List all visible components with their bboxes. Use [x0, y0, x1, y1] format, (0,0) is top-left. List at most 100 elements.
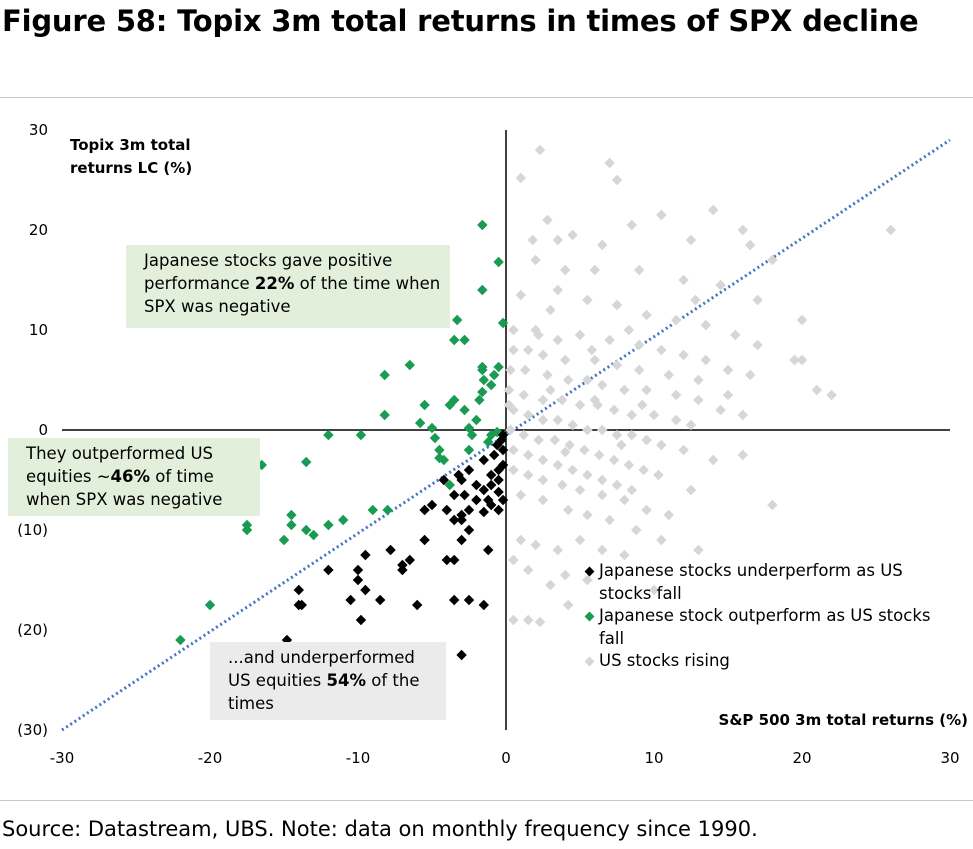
- point-rising: [636, 399, 648, 411]
- point-rising: [557, 479, 568, 491]
- point-underperform: [459, 489, 470, 501]
- point-rising: [745, 239, 756, 251]
- point-rising: [552, 334, 563, 346]
- point-underperform: [397, 564, 408, 576]
- point-underperform: [456, 509, 467, 521]
- point-rising: [737, 449, 748, 461]
- point-rising: [708, 204, 719, 216]
- point-outperform: [382, 504, 393, 516]
- annotation-percent: 46%: [110, 467, 151, 486]
- point-rising: [520, 364, 531, 376]
- point-underperform: [486, 469, 497, 481]
- point-rising: [549, 434, 561, 446]
- y-tick-label: 30: [29, 121, 48, 139]
- point-rising: [537, 474, 549, 486]
- point-outperform: [419, 399, 430, 411]
- point-underperform: [478, 454, 489, 466]
- point-rising: [671, 389, 682, 401]
- point-underperform: [293, 584, 304, 596]
- point-outperform: [367, 504, 378, 516]
- point-underperform: [471, 494, 482, 506]
- point-rising: [530, 254, 541, 266]
- point-underperform: [493, 504, 504, 516]
- point-rising: [685, 234, 697, 246]
- legend-item-rising: US stocks rising: [584, 650, 944, 673]
- annotation-text: ...and underperformed US equities: [228, 648, 415, 690]
- top-divider: [0, 97, 973, 98]
- annotation-text: of time when SPX was negative: [26, 467, 223, 509]
- legend-marker-green: [584, 611, 595, 622]
- annotation-text: They outperformed US equities ~: [26, 444, 214, 486]
- point-underperform: [497, 429, 509, 441]
- point-underperform: [323, 564, 334, 576]
- point-underperform: [493, 486, 504, 498]
- point-underperform: [463, 594, 475, 606]
- point-rising: [663, 369, 674, 381]
- point-rising: [545, 579, 556, 591]
- point-rising: [663, 509, 674, 521]
- point-rising: [752, 339, 763, 351]
- point-rising: [597, 489, 608, 501]
- point-outperform: [241, 524, 253, 536]
- point-rising: [574, 484, 586, 496]
- point-rising: [608, 454, 620, 466]
- point-outperform: [301, 524, 312, 536]
- y-tick-label: 10: [29, 321, 48, 339]
- point-rising: [508, 344, 519, 356]
- point-rising: [564, 439, 575, 451]
- point-rising: [656, 344, 667, 356]
- point-rising: [567, 419, 578, 431]
- point-rising: [552, 544, 563, 556]
- point-rising: [685, 419, 697, 431]
- point-rising: [537, 414, 549, 426]
- point-rising: [685, 484, 697, 496]
- y-tick-label: 20: [29, 221, 48, 239]
- point-underperform: [486, 479, 497, 491]
- point-rising: [518, 389, 529, 401]
- point-outperform: [474, 394, 485, 406]
- point-rising: [722, 389, 734, 401]
- point-rising: [619, 549, 630, 561]
- point-rising: [586, 344, 598, 356]
- point-rising: [737, 409, 748, 421]
- point-rising: [626, 409, 637, 421]
- point-rising: [767, 254, 778, 266]
- point-underperform: [453, 469, 464, 481]
- point-underperform: [419, 504, 430, 516]
- point-underperform: [293, 599, 304, 611]
- point-underperform: [456, 534, 467, 546]
- point-rising: [582, 574, 593, 586]
- point-rising: [604, 157, 615, 169]
- point-rising: [653, 469, 664, 481]
- point-underperform: [352, 564, 364, 576]
- point-underperform: [483, 544, 494, 556]
- point-rising: [656, 534, 667, 546]
- scatter-chart: -30 -20 -10 0 10 20 30 (30) (20) (10) 0 10 20 30 Topi…: [17, 121, 968, 767]
- point-rising: [611, 174, 623, 186]
- point-outperform: [477, 284, 488, 296]
- source-note: Source: Datastream, UBS. Note: data on m…: [2, 817, 758, 841]
- point-rising: [567, 229, 578, 241]
- point-rising: [562, 504, 574, 516]
- point-outperform: [278, 534, 290, 546]
- point-rising: [560, 446, 571, 458]
- point-rising: [626, 219, 637, 231]
- x-tick-label: 30: [940, 749, 959, 767]
- point-underperform: [463, 504, 475, 516]
- point-underperform: [497, 444, 509, 456]
- point-outperform: [497, 317, 509, 329]
- point-underperform: [449, 594, 460, 606]
- point-rising: [604, 334, 615, 346]
- point-outperform: [301, 456, 312, 468]
- point-underperform: [483, 494, 494, 506]
- point-rising: [545, 304, 556, 316]
- point-rising: [641, 309, 652, 321]
- point-rising: [503, 399, 515, 411]
- point-rising: [604, 514, 615, 526]
- point-underperform: [360, 584, 371, 596]
- point-rising: [634, 364, 645, 376]
- legend-label: Japanese stock outperform as US stocks f…: [599, 606, 931, 648]
- point-outperform: [463, 444, 475, 456]
- point-rising: [730, 329, 741, 341]
- point-outperform: [434, 444, 445, 456]
